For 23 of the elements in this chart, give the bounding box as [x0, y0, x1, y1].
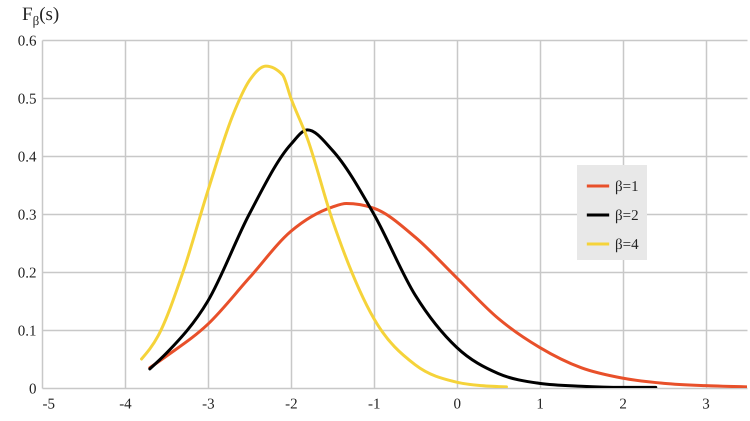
x-tick-label: 2 [619, 396, 627, 412]
y-tick-label: 0.1 [18, 324, 36, 340]
x-tick-label: -5 [42, 396, 55, 412]
y-tick-label: 0 [29, 382, 36, 398]
x-tick-label: 1 [536, 396, 544, 412]
x-tick-label: -1 [368, 396, 381, 412]
y-tick-label: 0.4 [18, 150, 37, 166]
x-tick-label: 3 [702, 396, 710, 412]
x-tick-label: -3 [202, 396, 215, 412]
y-tick-label: 0.6 [18, 34, 37, 50]
x-tick-label: 0 [453, 396, 461, 412]
legend-label: β=1 [615, 179, 639, 195]
y-tick-label: 0.3 [18, 208, 36, 224]
legend-label: β=4 [615, 237, 640, 253]
x-tick-label: -2 [285, 396, 298, 412]
line-series [148, 202, 747, 388]
y-axis-title: F$_{β}$(s) [22, 4, 60, 29]
line-series [148, 128, 658, 388]
y-tick-label: 0.2 [18, 266, 36, 282]
legend-label: β=2 [615, 208, 639, 224]
y-tick-label: 0.5 [18, 92, 36, 108]
x-tick-label: -4 [119, 396, 132, 412]
line-series [140, 64, 508, 388]
